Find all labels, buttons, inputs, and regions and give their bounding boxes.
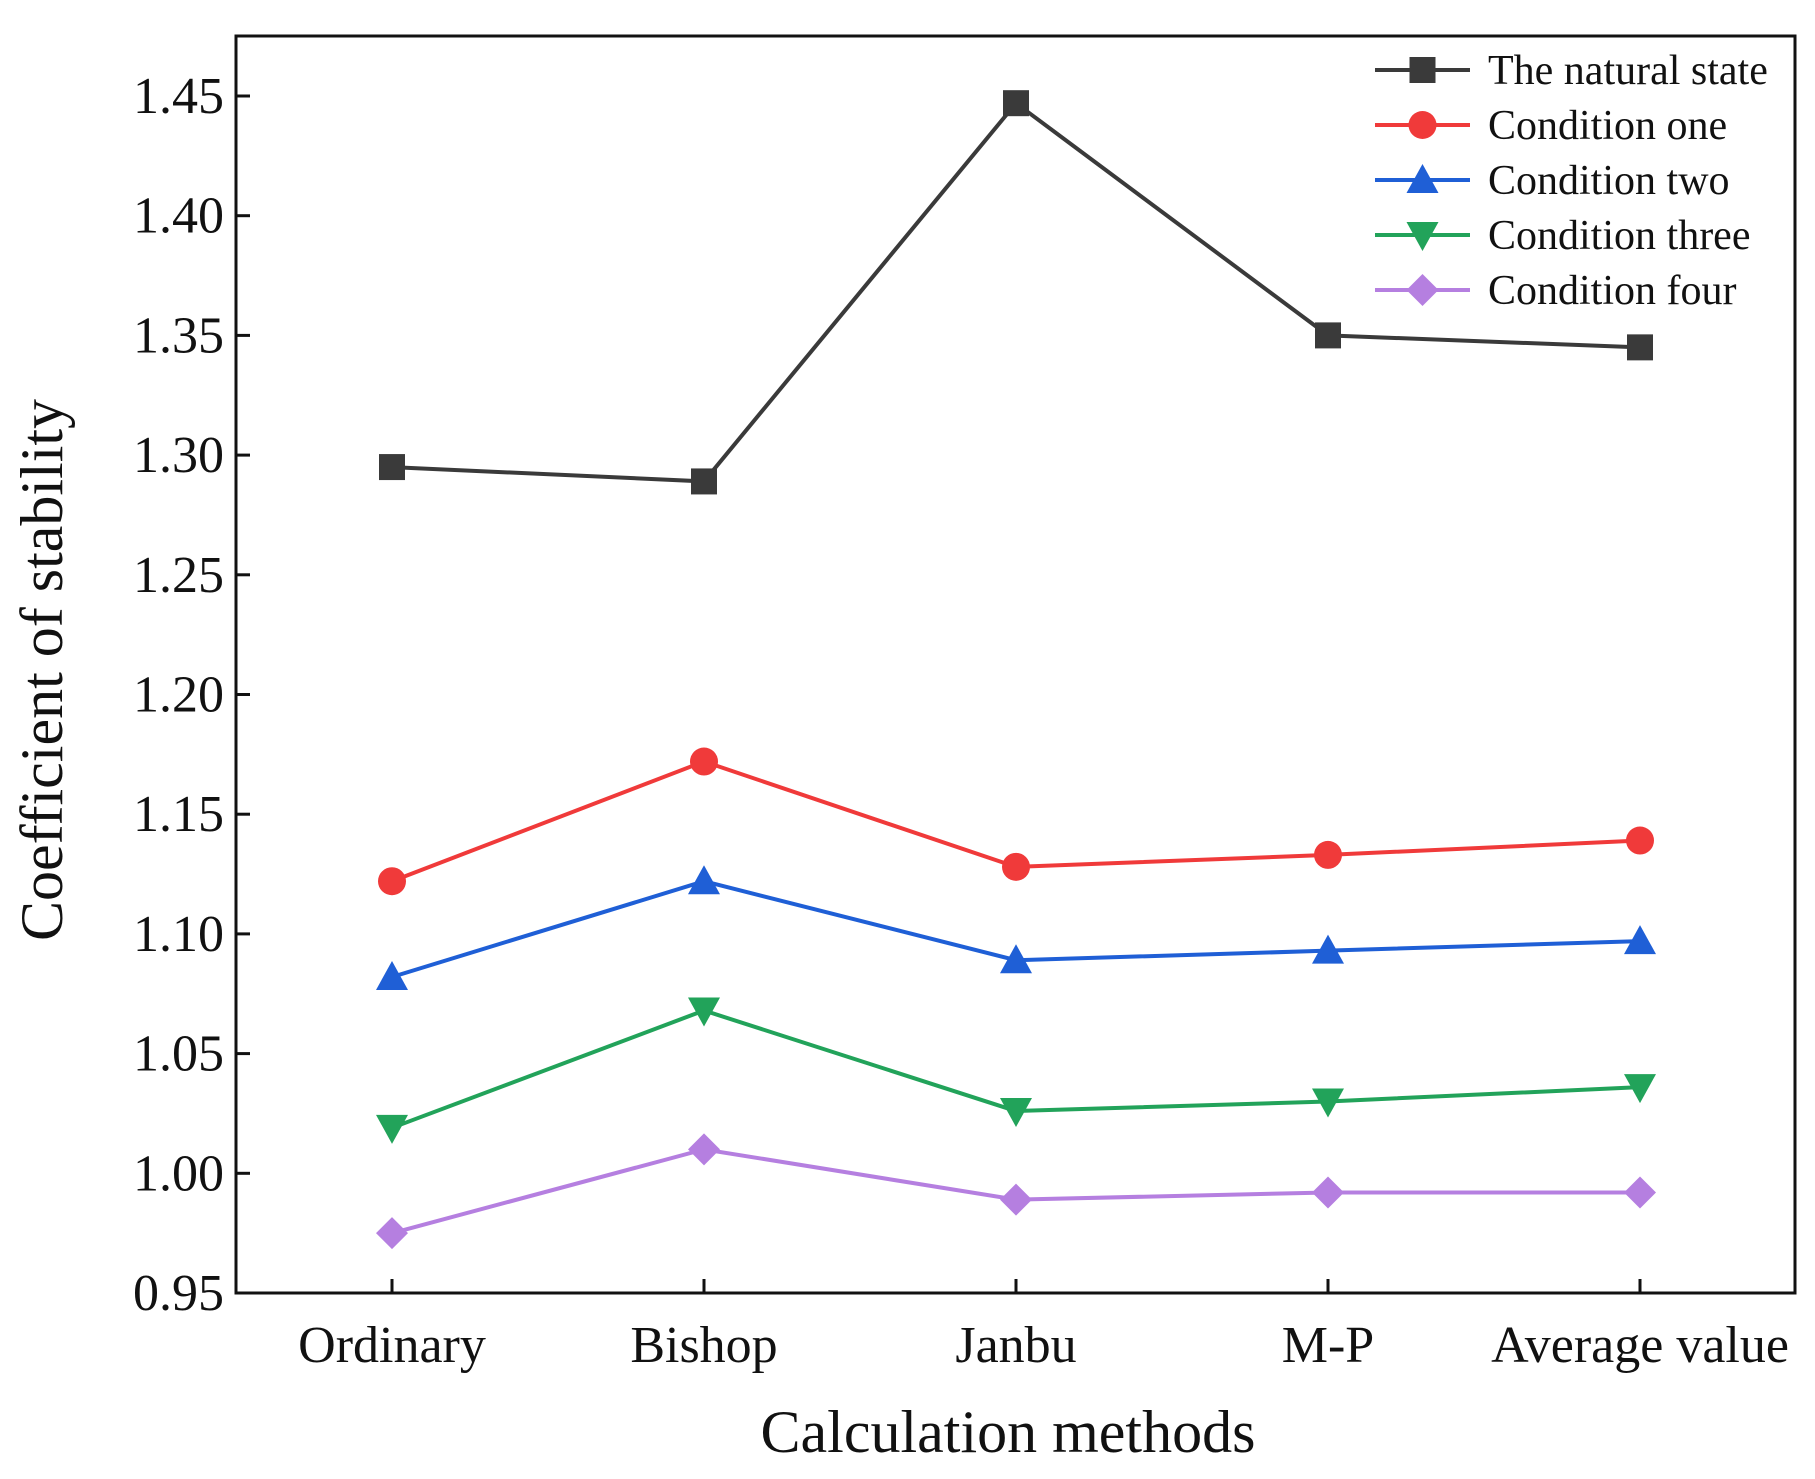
series-1: [379, 90, 1653, 495]
data-point: [378, 867, 406, 896]
x-tick-label: Average value: [1491, 1317, 1789, 1374]
x-tick-label: Ordinary: [298, 1317, 486, 1374]
data-point: [691, 468, 717, 495]
y-axis: 0.95 1.00 1.05 1.10 1.15 1.20 1.25 1.30 1.35 1.40…: [133, 68, 250, 1322]
legend-marker: [1409, 57, 1436, 83]
y-tick-label: 1.35: [133, 307, 224, 364]
y-tick-label: 1.40: [133, 188, 224, 245]
y-tick-label: 1.20: [133, 667, 224, 724]
data-point: [1000, 1183, 1032, 1216]
y-tick-label: 1.45: [133, 68, 224, 125]
y-tick-label: 1.30: [133, 427, 224, 484]
series-5: [376, 1133, 1656, 1250]
data-point: [376, 1114, 408, 1144]
data-point: [1624, 1074, 1656, 1104]
x-axis-title: Calculation methods: [761, 1399, 1256, 1465]
y-tick-label: 1.05: [133, 1026, 224, 1083]
data-point: [1000, 1098, 1032, 1128]
data-point: [688, 1133, 720, 1166]
legend-label: Condition two: [1488, 158, 1730, 204]
data-point: [688, 997, 720, 1027]
data-point: [376, 960, 408, 990]
data-point: [1624, 925, 1656, 955]
series-2: [378, 747, 1654, 896]
legend-item: Condition three: [1375, 213, 1750, 259]
data-point: [1626, 826, 1654, 855]
x-axis: Ordinary Bishop Janbu M-P Average value: [298, 1279, 1789, 1374]
y-tick-label: 1.00: [133, 1145, 224, 1202]
data-point: [1003, 90, 1029, 117]
legend-item: The natural state: [1375, 48, 1768, 94]
legend: The natural state Condition one Condition …: [1375, 48, 1768, 314]
legend-label: Condition three: [1488, 213, 1750, 259]
legend-item: Condition four: [1375, 268, 1737, 314]
data-point: [1312, 1088, 1344, 1118]
x-tick-label: Janbu: [955, 1317, 1076, 1374]
legend-label: Condition one: [1488, 103, 1727, 149]
legend-item: Condition one: [1375, 103, 1727, 149]
legend-marker: [1406, 222, 1439, 251]
x-tick-label: Bishop: [630, 1317, 777, 1374]
series-4: [376, 997, 1656, 1144]
data-point: [1312, 934, 1344, 964]
x-tick-label: M-P: [1282, 1317, 1374, 1374]
data-point: [379, 454, 405, 481]
data-point: [1624, 1176, 1656, 1209]
y-tick-label: 1.10: [133, 906, 224, 963]
y-axis-title: Coefficient of stability: [9, 399, 75, 941]
legend-label: Condition four: [1488, 268, 1737, 314]
data-point: [1000, 944, 1032, 974]
legend-marker: [1408, 111, 1437, 139]
data-point: [1627, 334, 1653, 361]
data-point: [688, 865, 720, 895]
data-point: [690, 747, 718, 776]
legend-marker: [1406, 164, 1439, 193]
data-point: [1002, 852, 1030, 881]
data-point: [1315, 322, 1341, 349]
legend-marker: [1406, 274, 1439, 306]
legend-item: Condition two: [1375, 158, 1730, 204]
series-3: [376, 865, 1656, 990]
y-tick-label: 1.25: [133, 547, 224, 604]
y-tick-label: 1.15: [133, 786, 224, 843]
y-tick-label: 0.95: [133, 1265, 224, 1322]
data-point: [1312, 1176, 1344, 1209]
data-point: [376, 1217, 408, 1250]
legend-label: The natural state: [1488, 48, 1768, 94]
data-point: [1314, 840, 1342, 869]
series-layer: [376, 90, 1656, 1250]
series-line: [391, 100, 1641, 484]
